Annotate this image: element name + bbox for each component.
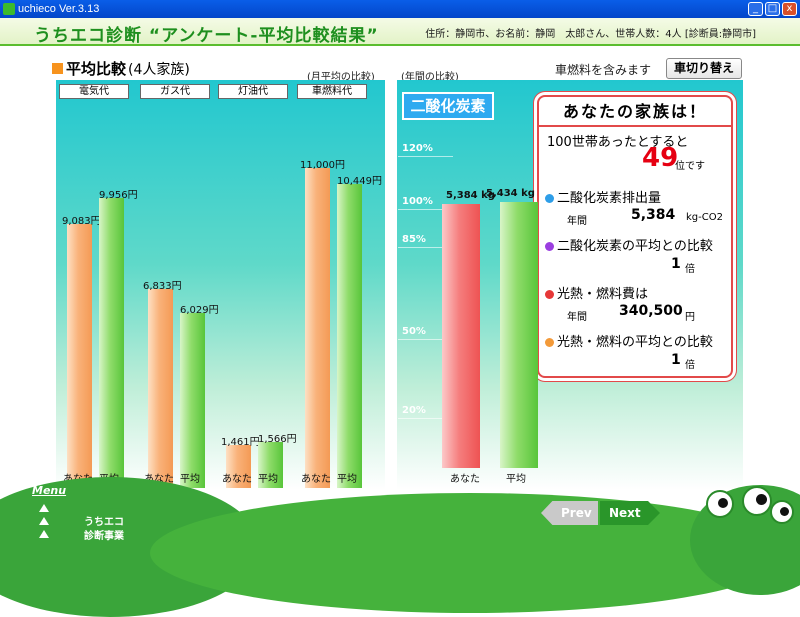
bar-value-label: 11,000円: [300, 160, 345, 171]
co2-compare-value: 1: [671, 256, 681, 272]
section-square-icon: [52, 63, 63, 74]
bar-value-label: 9,956円: [99, 190, 138, 202]
x-axis-label: あなた: [222, 474, 252, 485]
menu-arrow-icon[interactable]: [39, 517, 49, 525]
co2-title: 二酸化炭素排出量: [545, 187, 661, 206]
category-label: ガス代: [140, 84, 210, 99]
bar-value-label: 1,566円: [258, 434, 297, 446]
app-icon: [3, 3, 15, 15]
logo-line1: うちエコ: [84, 517, 124, 528]
car-fuel-label: 車燃料を含みます: [555, 63, 652, 77]
bar-yours: [148, 289, 173, 488]
bar-value-label: 6,833円: [143, 281, 182, 293]
user-info: 住所：静岡市、お名前：静岡 太郎さん、世帯人数：4人 [診断員:静岡市]: [425, 29, 756, 40]
window-title: uchieco Ver.3.13: [18, 3, 100, 15]
cost-compare-title: 光熱・燃料の平均との比較: [545, 331, 713, 350]
monthly-compare-note: (月平均の比較): [307, 72, 375, 83]
rank-value: 49: [642, 143, 679, 173]
x-axis-label: あなた: [450, 474, 480, 485]
maximize-button[interactable]: □: [765, 2, 780, 16]
result-card: あなたの家族は！ 100世帯あったとすると 49 位です 二酸化炭素排出量 年間…: [537, 95, 733, 378]
rank-suffix: 位です: [675, 161, 705, 172]
bar-average: [258, 442, 283, 488]
menu-arrow-icon[interactable]: [39, 504, 49, 512]
co2-compare-title: 二酸化炭素の平均との比較: [545, 235, 713, 254]
percent-gridline: [398, 247, 453, 248]
co2-value: 5,384: [631, 207, 676, 223]
bar-value-label: 6,029円: [180, 304, 219, 316]
percent-label: 50%: [402, 326, 426, 337]
x-axis-label: 平均: [258, 474, 278, 485]
result-card-heading: あなたの家族は！: [539, 97, 731, 127]
x-axis-label: 平均: [506, 474, 526, 485]
percent-label: 120%: [402, 143, 433, 154]
x-axis-label: あなた: [144, 474, 174, 485]
prev-button[interactable]: Prev: [541, 501, 598, 525]
x-axis-label: あなた: [301, 474, 331, 485]
menu-arrow-icon[interactable]: [39, 530, 49, 538]
rank-text: 100世帯あったとすると: [547, 135, 689, 150]
close-button[interactable]: x: [782, 2, 797, 16]
x-axis-label: 平均: [337, 474, 357, 485]
co2-dot-icon: [545, 194, 554, 203]
co2-bar-value: 5,434 kg: [486, 187, 535, 199]
percent-gridline: [398, 156, 453, 157]
co2-bar-yours: [442, 204, 480, 468]
cost-compare-unit: 倍: [685, 360, 695, 371]
co2-compare-dot-icon: [545, 242, 554, 251]
section-title: 平均比較: [52, 58, 126, 79]
x-axis-label: 平均: [180, 474, 200, 485]
page-title: うちエコ診断 “アンケート-平均比較結果”: [34, 26, 379, 46]
logo-line2: 診断事業: [84, 531, 124, 542]
co2-compare-unit: 倍: [685, 264, 695, 275]
bar-average: [180, 312, 205, 488]
cost-unit: 円: [685, 312, 695, 323]
category-label: 電気代: [59, 84, 129, 99]
frog-pupil: [756, 494, 767, 505]
co2-badge: 二酸化炭素: [402, 92, 494, 120]
category-label: 灯油代: [218, 84, 288, 99]
main-content: 平均比較 (4人家族) (月平均の比較) (年間の比較) 車燃料を含みます 車切…: [0, 48, 800, 548]
bar-value-label: 9,083円: [62, 215, 101, 227]
bar-yours: [67, 223, 92, 488]
bar-average: [99, 198, 124, 488]
percent-gridline: [398, 418, 453, 419]
minimize-button[interactable]: _: [748, 2, 763, 16]
menu-button[interactable]: Menu: [32, 484, 67, 497]
app-header: うちエコ診断 “アンケート-平均比較結果” 住所：静岡市、お名前：静岡 太郎さん…: [0, 18, 800, 46]
co2-bar-value: 5,384 kg: [446, 190, 495, 201]
cost-dot-icon: [545, 290, 554, 299]
bar-average: [337, 184, 362, 488]
cost-value: 340,500: [619, 303, 683, 319]
percent-label: 100%: [402, 196, 433, 207]
co2-unit: kg-CO2: [686, 212, 723, 223]
cost-period: 年間: [567, 312, 587, 323]
cost-title: 光熱・燃料費は: [545, 283, 648, 302]
percent-gridline: [398, 339, 453, 340]
next-button[interactable]: Next: [600, 501, 660, 525]
bar-yours: [226, 445, 251, 488]
bar-yours: [305, 168, 330, 488]
cost-compare-value: 1: [671, 352, 681, 368]
co2-period: 年間: [567, 216, 587, 227]
bar-value-label: 10,449円: [337, 176, 382, 188]
cost-compare-dot-icon: [545, 338, 554, 347]
section-subtitle: (4人家族): [128, 62, 190, 78]
bar-value-label: 1,461円: [221, 437, 260, 449]
annual-compare-note: (年間の比較): [401, 72, 459, 83]
percent-label: 20%: [402, 405, 426, 416]
frog-pupil: [780, 507, 789, 516]
car-toggle-button[interactable]: 車切り替え: [666, 58, 742, 79]
co2-bar-average: [500, 201, 538, 468]
percent-gridline: [398, 209, 453, 210]
percent-label: 85%: [402, 234, 426, 245]
category-label: 車燃料代: [297, 84, 367, 99]
window-titlebar: uchieco Ver.3.13 _ □ x: [0, 0, 800, 18]
frog-pupil: [718, 498, 728, 508]
